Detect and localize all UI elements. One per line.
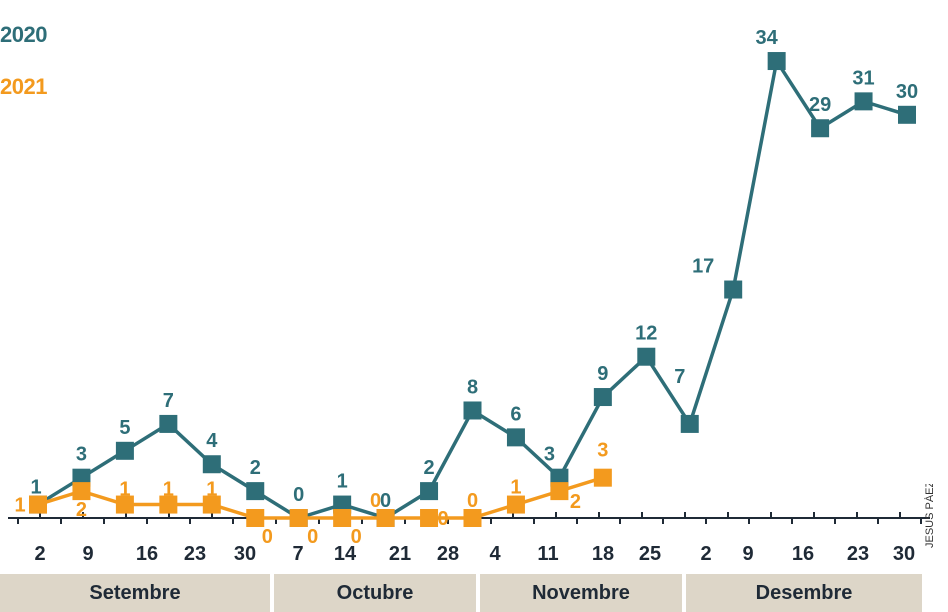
month-label-desembre: Desembre	[686, 574, 922, 612]
data-label-2020: 5	[119, 417, 130, 439]
data-label-2021: 1	[163, 479, 174, 501]
data-label-2020: 2	[423, 457, 434, 479]
data-label-2021: 0	[351, 526, 362, 548]
data-point-2020	[724, 281, 742, 299]
data-label-2020: 3	[544, 444, 555, 466]
data-label-2020: 7	[163, 390, 174, 412]
x-tick-label: 2	[34, 543, 45, 565]
data-label-2020: 29	[809, 94, 831, 116]
x-tick-label: 23	[184, 543, 206, 565]
month-band-octubre: Octubre	[274, 574, 476, 612]
month-label-setembre: Setembre	[0, 574, 270, 612]
x-tick-label: 18	[592, 543, 614, 565]
legend-item-2021: 2021	[0, 74, 47, 100]
data-label-2020: 6	[510, 403, 521, 425]
data-point-2020	[116, 442, 134, 460]
data-point-2020	[768, 52, 786, 70]
data-point-2020	[594, 388, 612, 406]
data-label-2021: 0	[307, 526, 318, 548]
x-tick-label: 23	[847, 543, 869, 565]
data-label-2021: 3	[597, 440, 608, 462]
data-point-2020	[811, 119, 829, 137]
x-tick-label: 11	[537, 543, 558, 565]
data-label-2020: 1	[337, 471, 348, 493]
data-label-2021: 0	[437, 508, 448, 530]
data-label-2021: 1	[206, 479, 217, 501]
data-label-2021: 2	[570, 491, 581, 513]
data-label-2021: 1	[510, 477, 521, 499]
data-point-2020	[159, 415, 177, 433]
data-point-2020	[464, 401, 482, 419]
data-label-2020: 7	[674, 366, 685, 388]
data-label-2020: 0	[380, 490, 391, 512]
data-point-2021	[29, 496, 47, 514]
data-point-2020	[246, 482, 264, 500]
x-tick-label: 7	[292, 543, 303, 565]
data-label-2020: 4	[206, 430, 218, 452]
month-label-octubre: Octubre	[274, 574, 476, 612]
x-tick-label: 4	[489, 543, 501, 565]
photo-credit: JESUS PÁEZ	[924, 484, 942, 548]
x-tick-label: 30	[234, 543, 256, 565]
data-label-2020: 17	[692, 256, 714, 278]
x-tick-label: 2	[700, 543, 711, 565]
data-point-2020	[637, 348, 655, 366]
x-tick-label: 9	[82, 543, 93, 565]
data-point-2021	[550, 482, 568, 500]
data-label-2020: 2	[250, 457, 261, 479]
x-tick-label: 30	[893, 543, 915, 565]
data-label-2021: 0	[262, 526, 273, 548]
data-point-2020	[420, 482, 438, 500]
data-label-2020: 30	[896, 81, 918, 103]
legend-item-2020: 2020	[0, 22, 47, 48]
data-point-2021	[420, 509, 438, 527]
data-label-2021: 1	[14, 495, 25, 517]
month-band-novembre: Novembre	[480, 574, 682, 612]
x-tick-label: 28	[437, 543, 459, 565]
data-point-2021	[594, 469, 612, 487]
month-band-setembre: Setembre	[0, 574, 270, 612]
data-label-2021: 0	[370, 490, 381, 512]
data-label-2021: 0	[467, 490, 478, 512]
data-point-2021	[72, 482, 90, 500]
data-label-2021: 1	[119, 479, 130, 501]
data-label-2020: 1	[30, 477, 41, 499]
data-label-2020: 12	[635, 323, 657, 345]
x-tick-label: 9	[742, 543, 753, 565]
data-label-2020: 9	[597, 363, 608, 385]
data-label-2020: 0	[293, 484, 304, 506]
data-label-2021: 2	[76, 499, 87, 521]
data-point-2020	[203, 455, 221, 473]
data-label-2020: 8	[467, 376, 478, 398]
data-label-2020: 31	[852, 67, 874, 89]
x-tick-label: 16	[136, 543, 158, 565]
data-point-2020	[681, 415, 699, 433]
data-point-2020	[855, 92, 873, 110]
x-axis-tick-labels: 2 9 16 23 30 7 14 21 28 4 11 18 25 2 9 16 23 30	[34, 543, 915, 565]
month-band-desembre: Desembre	[686, 574, 922, 612]
x-tick-label: 21	[389, 543, 411, 565]
data-point-2021	[246, 509, 264, 527]
month-label-novembre: Novembre	[480, 574, 682, 612]
series-line-2020	[38, 61, 907, 518]
x-tick-label: 25	[639, 543, 661, 565]
data-point-2021	[333, 509, 351, 527]
data-label-2020: 3	[76, 444, 87, 466]
data-point-2020	[898, 106, 916, 124]
data-point-2021	[290, 509, 308, 527]
data-label-2020: 34	[756, 27, 779, 49]
x-tick-label: 16	[792, 543, 814, 565]
data-point-2020	[507, 428, 525, 446]
